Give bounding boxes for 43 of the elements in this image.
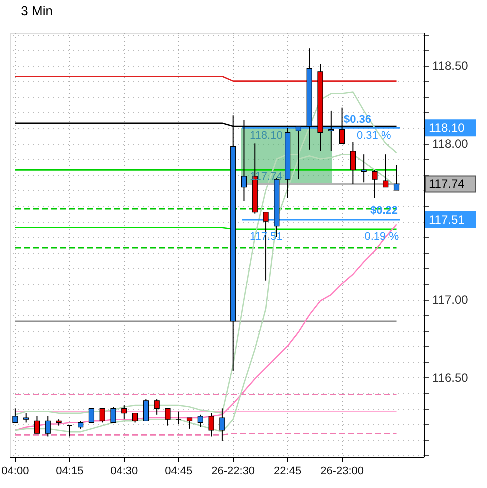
line-series (14, 92, 398, 416)
candlestick (383, 154, 389, 188)
candlestick (165, 408, 171, 426)
x-tick-label: 04:00 (2, 466, 30, 478)
candlestick (34, 416, 40, 434)
x-tick-label: 04:15 (56, 466, 84, 478)
candlestick (350, 142, 356, 185)
x-tick-label: 26-23:00 (320, 466, 364, 478)
x-tick-label: 22:45 (274, 466, 302, 478)
candlestick (24, 412, 30, 424)
candlestick (88, 408, 95, 424)
candlestick (12, 408, 18, 424)
y-tick-label: 118.00 (432, 137, 469, 152)
ref-line-label: 117.51 (429, 213, 466, 228)
candlestick (361, 154, 367, 184)
candlestick (122, 405, 128, 420)
candlestick (45, 416, 51, 438)
y-tick-label: 118.50 (432, 59, 469, 74)
candlestick (176, 411, 182, 425)
candlestick (100, 408, 106, 424)
x-tick-label: 04:30 (110, 466, 138, 478)
chart-title: 3 Min (21, 4, 53, 19)
y-tick-label: 116.50 (432, 371, 469, 385)
candlestick (372, 170, 378, 199)
candlestick (186, 418, 193, 430)
annotation: 118.10 (250, 130, 283, 142)
candlestick (154, 398, 160, 416)
x-tick-label: 26-22:30 (212, 466, 256, 478)
candlestick (208, 412, 214, 438)
ref-line-label: 118.10 (429, 121, 466, 136)
candlestick (220, 408, 226, 442)
y-tick-label: 117.00 (432, 293, 469, 308)
ref-line-label: 117.74 (429, 177, 466, 192)
candlestick (198, 414, 204, 428)
candlestick (132, 412, 138, 424)
annotation: $0.36 (344, 114, 372, 126)
annotation: 0.19 % (364, 231, 400, 244)
x-tick-label: 04:45 (165, 466, 193, 478)
candlestick (67, 425, 73, 438)
candlestick (394, 165, 400, 191)
candlestick (143, 398, 149, 422)
candlestick (110, 406, 116, 424)
annotation: 0.31 % (357, 130, 392, 142)
